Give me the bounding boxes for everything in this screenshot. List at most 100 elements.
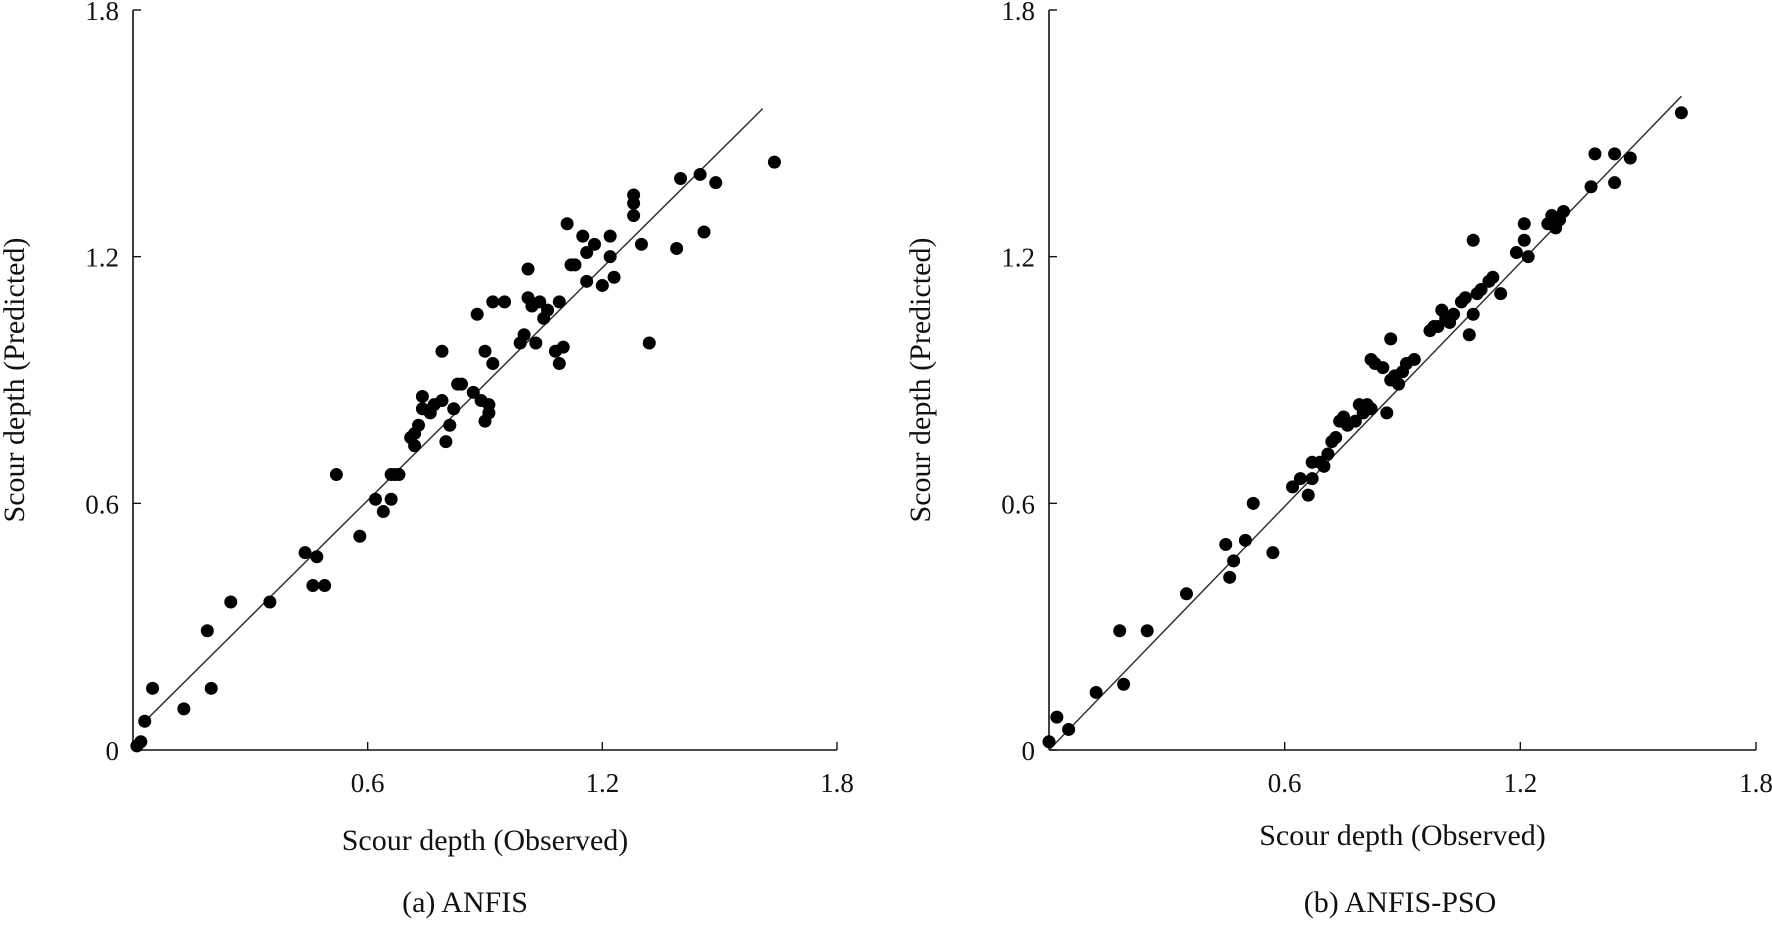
chart-b-point — [1584, 180, 1598, 194]
chart-b-x-tick-label: 1.2 — [1503, 768, 1537, 798]
chart-b-point — [1447, 307, 1461, 321]
chart-a-point — [498, 295, 512, 309]
chart-a-point — [455, 377, 469, 391]
chart-a-point — [435, 394, 449, 408]
chart-b-point — [1509, 246, 1523, 260]
chart-a-x-tick-label: 1.2 — [585, 768, 619, 798]
chart-b-point — [1301, 488, 1315, 502]
chart-a-point — [568, 258, 582, 272]
chart-b-y-tick-label: 0.6 — [1001, 489, 1035, 519]
chart-b-point — [1521, 250, 1535, 264]
chart-b-point — [1517, 217, 1531, 231]
chart-b-point — [1376, 361, 1390, 375]
chart-a-point — [521, 262, 535, 276]
chart-b-point — [1238, 533, 1252, 547]
chart-a-point — [560, 217, 574, 231]
chart-a-point — [224, 595, 238, 609]
chart-a-point — [627, 188, 641, 202]
chart-a-point — [693, 167, 707, 181]
chart-a-point — [709, 176, 723, 190]
chart-b-point — [1557, 204, 1571, 218]
chart-b-point — [1089, 685, 1103, 699]
chart-a-point — [642, 336, 656, 350]
chart-a-point — [486, 295, 500, 309]
chart-b-y-tick-label: 1.2 — [1001, 243, 1035, 273]
chart-a-point — [529, 336, 543, 350]
chart-b-point — [1431, 320, 1445, 334]
chart-a-point — [486, 357, 500, 371]
chart-a-point — [580, 246, 594, 260]
chart-b-y-tick-label: 1.8 — [1001, 0, 1035, 26]
chart-b-point — [1246, 496, 1260, 510]
chart-a-point — [439, 435, 453, 449]
chart-a-point — [595, 278, 609, 292]
chart-b-point — [1179, 587, 1193, 601]
chart-a-point — [627, 209, 641, 223]
chart-b-point — [1588, 147, 1602, 161]
chart-a-point — [552, 357, 566, 371]
chart-a-point — [447, 402, 461, 416]
chart-a-point — [552, 295, 566, 309]
chart-b-caption: (b) ANFIS-PSO — [1304, 886, 1497, 919]
chart-a-point — [580, 274, 594, 288]
chart-b-point — [1317, 459, 1331, 473]
chart-b-point — [1494, 287, 1508, 301]
chart-b-point — [1392, 377, 1406, 391]
chart-b-point — [1321, 447, 1335, 461]
chart-b-point — [1305, 472, 1319, 486]
chart-b-point — [1050, 710, 1064, 724]
chart-b-fit-line — [1048, 95, 1682, 751]
chart-a-point — [767, 155, 781, 169]
chart-b-point — [1140, 624, 1154, 638]
chart-a-point — [697, 225, 711, 239]
chart-a-point — [576, 229, 590, 243]
chart-b-point — [1117, 677, 1131, 691]
chart-a-point — [329, 468, 343, 482]
chart-a-point — [392, 468, 406, 482]
chart-b-point — [1266, 546, 1280, 560]
chart-a-y-tick-label: 0 — [106, 736, 120, 766]
chart-b-x-label: Scour depth (Observed) — [1259, 819, 1546, 852]
chart-b-point — [1223, 570, 1237, 584]
chart-a-point — [138, 714, 152, 728]
chart-a-point — [146, 681, 160, 695]
chart-a-x-tick-label: 1.8 — [820, 768, 854, 798]
chart-a-point — [318, 579, 332, 593]
chart-b-y-tick-label: 0 — [1022, 736, 1036, 766]
chart-a-point — [603, 250, 617, 264]
chart-a-point — [310, 550, 324, 564]
chart-a-point — [415, 389, 429, 403]
chart-a-point — [376, 505, 390, 519]
chart-a-point — [306, 579, 320, 593]
chart-a-point — [263, 595, 277, 609]
chart-b-point — [1384, 332, 1398, 346]
chart-a-point — [533, 295, 547, 309]
chart-a: 0.6 1.2 1.8 0 0.6 1.2 1.8 Scour depth (Observed… — [0, 0, 854, 919]
chart-a-y-tick-label: 1.8 — [85, 0, 119, 26]
chart-a-point — [435, 344, 449, 358]
chart-a-caption: (a) ANFIS — [402, 886, 528, 919]
chart-b-point — [1293, 472, 1307, 486]
chart-a-point — [353, 529, 367, 543]
chart-b-point — [1458, 291, 1472, 305]
chart-b-point — [1329, 431, 1343, 445]
chart-b-point — [1219, 537, 1233, 551]
chart-a-point — [634, 237, 648, 251]
chart-a-point — [517, 328, 531, 342]
chart-a-point — [588, 237, 602, 251]
chart-a-point — [443, 418, 457, 432]
chart-b-y-label: Scour depth (Predicted) — [904, 238, 937, 523]
chart-b-point — [1674, 106, 1688, 120]
chart-b-point — [1407, 352, 1421, 366]
chart-b-point — [1348, 414, 1362, 428]
chart-a-fit-line — [140, 108, 764, 726]
chart-a-point — [200, 624, 214, 638]
chart-a-point — [470, 307, 484, 321]
chart-b-point — [1364, 402, 1378, 416]
chart-a-point — [204, 681, 218, 695]
chart-a-y-tick-label: 1.2 — [85, 243, 119, 273]
chart-b-point — [1286, 480, 1300, 494]
chart-b-point — [1466, 233, 1480, 247]
chart-b-x-tick-label: 1.8 — [1739, 768, 1772, 798]
